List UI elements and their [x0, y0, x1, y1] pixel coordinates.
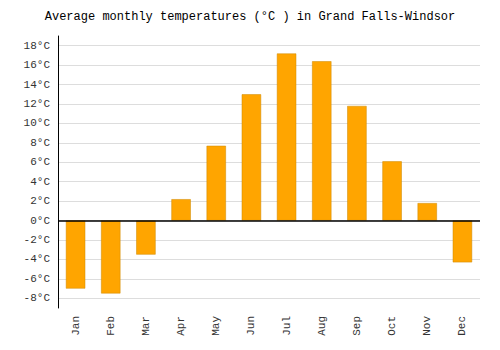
svg-text:Apr: Apr: [175, 316, 187, 336]
svg-text:-4°C: -4°C: [24, 253, 51, 265]
svg-text:-2°C: -2°C: [24, 234, 51, 246]
svg-text:Feb: Feb: [105, 316, 117, 336]
svg-text:Aug: Aug: [316, 316, 328, 336]
svg-text:8°C: 8°C: [30, 137, 50, 149]
svg-text:Jun: Jun: [245, 316, 257, 336]
svg-text:Sep: Sep: [351, 316, 363, 336]
svg-text:Jul: Jul: [281, 316, 293, 336]
svg-text:Oct: Oct: [386, 316, 398, 336]
svg-text:Mar: Mar: [140, 316, 152, 336]
svg-text:-6°C: -6°C: [24, 273, 51, 285]
svg-text:May: May: [210, 316, 222, 336]
svg-text:Jan: Jan: [70, 316, 82, 336]
svg-text:2°C: 2°C: [30, 195, 50, 207]
svg-text:16°C: 16°C: [24, 59, 51, 71]
svg-text:4°C: 4°C: [30, 176, 50, 188]
svg-text:10°C: 10°C: [24, 117, 51, 129]
svg-text:-8°C: -8°C: [24, 292, 51, 304]
svg-text:Nov: Nov: [421, 316, 433, 336]
svg-text:12°C: 12°C: [24, 98, 51, 110]
svg-text:18°C: 18°C: [24, 40, 51, 52]
svg-text:14°C: 14°C: [24, 79, 51, 91]
svg-text:6°C: 6°C: [30, 156, 50, 168]
svg-text:Average monthly temperatures (: Average monthly temperatures (°C ) in Gr…: [45, 10, 455, 24]
svg-text:0°C: 0°C: [30, 215, 50, 227]
svg-text:Dec: Dec: [456, 316, 468, 336]
